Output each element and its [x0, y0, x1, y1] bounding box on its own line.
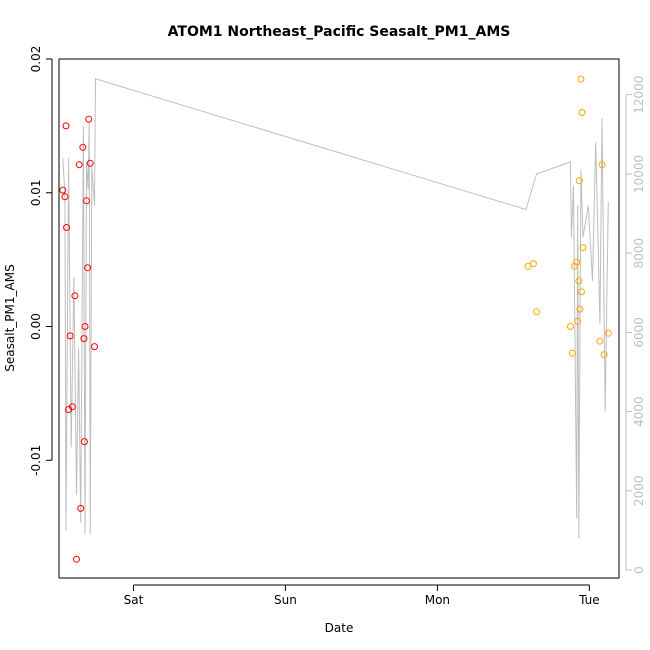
- x-axis-label: Date: [325, 621, 354, 635]
- x-tick-label: Mon: [425, 593, 450, 607]
- data-point-series-2: [579, 244, 587, 252]
- data-point-series-2: [577, 75, 585, 83]
- data-point-series-1: [77, 504, 85, 512]
- data-point-series-2: [571, 262, 579, 270]
- data-point-series-2: [574, 317, 582, 325]
- data-point-series-1: [62, 122, 70, 130]
- plot-area-box: [58, 58, 620, 579]
- data-point-series-2: [600, 351, 608, 359]
- data-point-series-1: [86, 159, 94, 167]
- data-point-series-2: [575, 277, 583, 285]
- data-point-series-1: [81, 323, 89, 330]
- data-point-series-1: [75, 161, 83, 169]
- data-point-series-2: [576, 305, 584, 313]
- y2-axis: 0 2000 4000 6000 8000 10000 12000: [625, 76, 646, 574]
- data-point-series-1: [80, 438, 88, 446]
- secondary-line-layer: [62, 78, 609, 539]
- data-point-series-1: [79, 143, 87, 151]
- data-point-series-1: [66, 332, 74, 340]
- data-point-series-1: [61, 193, 69, 201]
- data-point-series-2: [577, 288, 585, 296]
- data-point-series-1: [91, 343, 98, 351]
- data-point-series-1: [68, 403, 76, 411]
- data-point-series-2: [529, 260, 537, 268]
- data-point-series-1: [84, 264, 92, 272]
- y-tick-label: 0.00: [29, 313, 43, 340]
- y2-tick-label: 0: [632, 566, 646, 574]
- y2-tick-label: 4000: [632, 396, 646, 427]
- data-point-series-2: [573, 258, 581, 266]
- x-tick-label: Tue: [578, 593, 600, 607]
- y-tick-label: 0.01: [29, 179, 43, 206]
- data-point-series-2: [578, 109, 586, 116]
- chart-title: ATOM1 Northeast_Pacific Seasalt_PM1_AMS: [168, 24, 511, 40]
- y-tick-label: 0.02: [29, 46, 43, 73]
- data-point-series-1: [59, 186, 67, 194]
- data-point-series-2: [566, 323, 574, 330]
- data-point-series-2: [575, 177, 583, 185]
- y-axis-label: Seasalt_PM1_AMS: [3, 264, 17, 371]
- data-point-series-1: [71, 292, 79, 300]
- y2-tick-label: 12000: [632, 76, 646, 114]
- secondary-series-line: [62, 78, 609, 539]
- data-point-series-2: [598, 161, 606, 169]
- x-tick-label: Sat: [124, 593, 144, 607]
- y2-tick-label: 8000: [632, 238, 646, 269]
- data-point-series-2: [604, 329, 612, 337]
- data-point-series-1: [63, 224, 70, 231]
- x-axis: Sat Sun Mon Tue: [124, 584, 600, 607]
- data-point-series-1: [83, 197, 90, 205]
- y2-tick-label: 6000: [632, 317, 646, 348]
- data-point-series-1: [80, 335, 88, 343]
- y-axis: -0.01 0.00 0.01 0.02: [29, 46, 53, 476]
- data-point-series-2: [533, 308, 541, 316]
- data-point-series-1: [85, 115, 93, 123]
- x-tick-label: Sun: [274, 593, 297, 607]
- data-point-series-2: [596, 337, 604, 345]
- y-tick-label: -0.01: [29, 445, 43, 476]
- data-point-series-1: [73, 555, 80, 563]
- y2-tick-label: 2000: [632, 476, 646, 507]
- y2-tick-label: 10000: [632, 155, 646, 193]
- data-point-series-2: [569, 349, 576, 357]
- points-layer: [59, 75, 612, 563]
